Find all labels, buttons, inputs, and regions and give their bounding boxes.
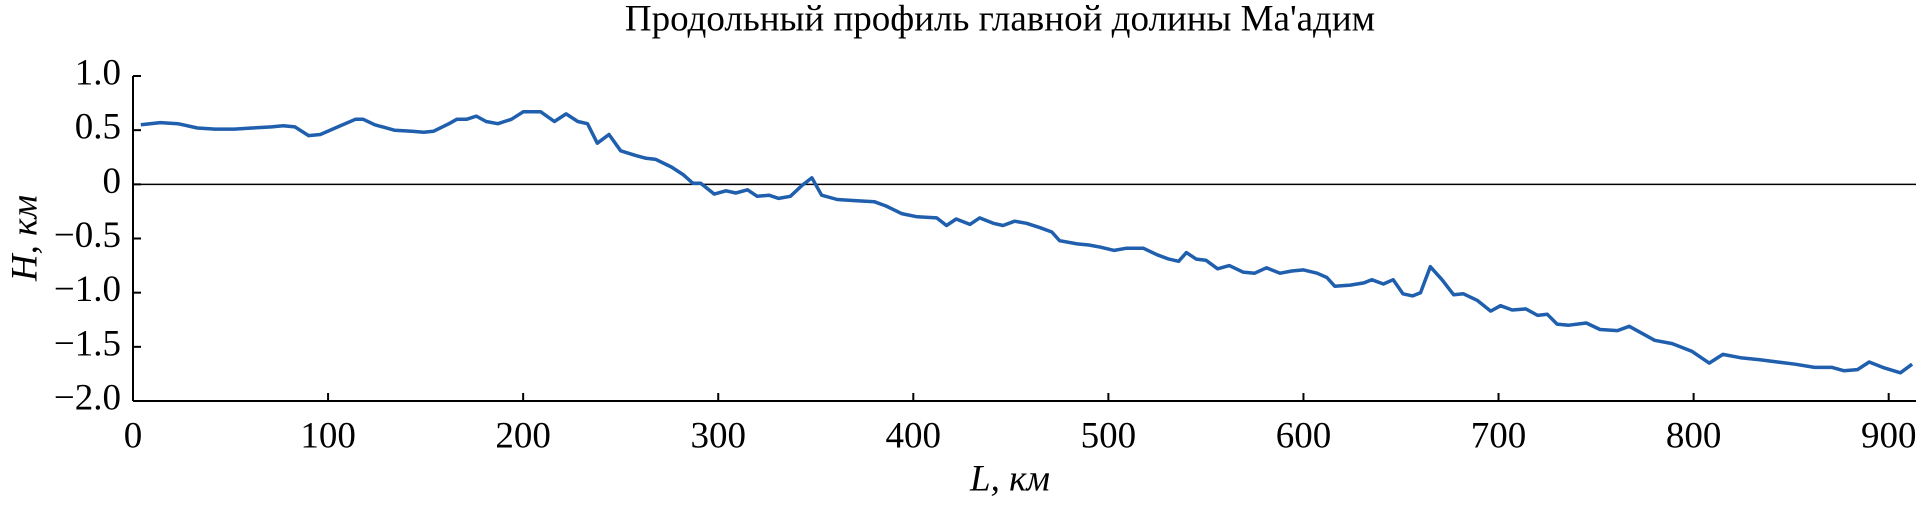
y-tick-label: 0.5	[75, 107, 121, 148]
y-tick-label: 1.0	[75, 52, 121, 93]
y-tick-label: −1.0	[54, 269, 121, 310]
y-tick-label: 0	[103, 161, 122, 202]
x-tick-label: 900	[1861, 415, 1917, 456]
x-tick-label: 800	[1666, 415, 1722, 456]
chart-title: Продольный профиль главной долины Ма'ади…	[625, 0, 1375, 39]
y-axis-label: H, км	[4, 195, 45, 282]
y-tick-label: −0.5	[54, 215, 121, 256]
data-line	[140, 110, 1914, 375]
x-tick-label: 0	[124, 415, 143, 456]
x-tick-label: 700	[1471, 415, 1527, 456]
x-tick-label: 300	[690, 415, 746, 456]
x-tick-label: 400	[886, 415, 942, 456]
x-axis-label: L, км	[969, 458, 1050, 499]
y-tick-label: −1.5	[54, 323, 121, 364]
y-tick-label: −2.0	[54, 377, 121, 418]
x-tick-label: 600	[1276, 415, 1332, 456]
x-tick-label: 500	[1081, 415, 1137, 456]
x-tick-label: 200	[495, 415, 551, 456]
x-tick-label: 100	[300, 415, 356, 456]
